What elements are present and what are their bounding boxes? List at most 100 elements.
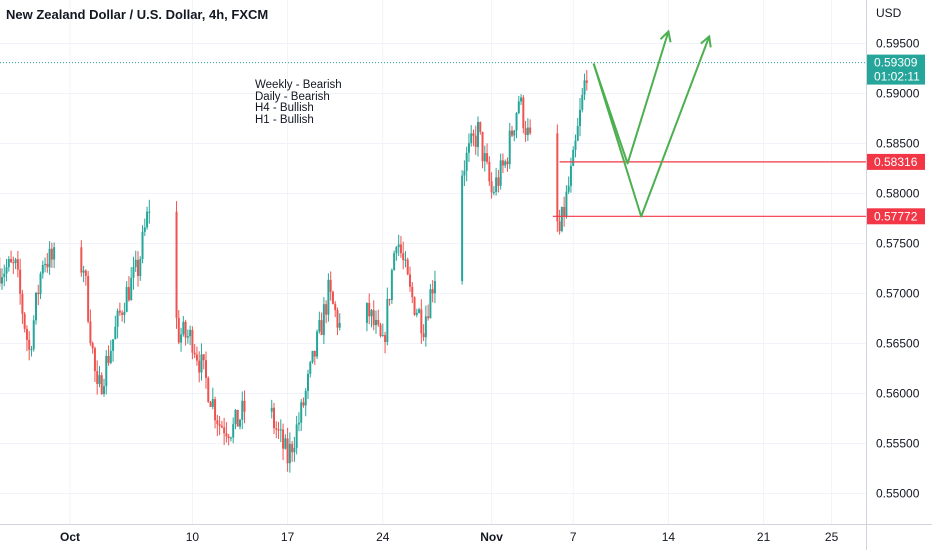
candle-body	[508, 130, 511, 165]
candle-body	[404, 259, 407, 261]
level-price-tag	[867, 153, 925, 170]
candle-body	[336, 310, 339, 328]
candle-body	[574, 140, 577, 150]
candle-body	[275, 428, 278, 430]
candle-body	[7, 258, 10, 268]
candle-body	[48, 248, 51, 268]
time-axis[interactable]: Oct 10 17 24 Nov 7 14 21 25	[0, 524, 932, 545]
candle-body	[529, 127, 532, 134]
candle-body	[481, 131, 484, 162]
candle-body	[558, 221, 561, 232]
candle-body	[325, 304, 328, 315]
note-h1: H1 - Bullish	[255, 113, 314, 126]
candle-body	[399, 244, 402, 254]
candle-body	[377, 320, 380, 325]
candle-body	[82, 270, 85, 273]
candle-body	[118, 310, 121, 313]
time-tick-label: Nov	[480, 530, 503, 544]
candle-body	[0, 268, 1, 284]
candle-body	[46, 263, 49, 268]
candle-body	[10, 258, 13, 263]
candle-body	[479, 122, 482, 132]
price-levels	[0, 62, 866, 217]
candle-body	[429, 289, 432, 319]
candle-body	[146, 211, 149, 228]
candle-body	[139, 259, 142, 277]
time-tick-label: 24	[376, 530, 390, 544]
chart-grid	[0, 0, 866, 524]
candle-body	[427, 316, 430, 319]
candle-body	[216, 420, 219, 425]
note-h4: H4 - Bullish	[255, 102, 314, 114]
candle-body	[205, 360, 207, 378]
projection-arrowhead	[659, 29, 672, 43]
candlestick-series	[0, 70, 588, 473]
candle-body	[279, 429, 282, 431]
projection-arrowhead	[700, 34, 712, 48]
candle-body	[184, 321, 187, 338]
candle-body	[492, 191, 495, 193]
candle-body	[220, 425, 223, 428]
candle-body	[239, 419, 241, 427]
candle-body	[87, 275, 90, 322]
candle-body	[103, 386, 105, 395]
candle-body	[411, 286, 414, 298]
time-tick-label: 17	[281, 530, 295, 544]
candle-body	[499, 160, 502, 186]
candle-body	[375, 320, 377, 326]
note-weekly: Weekly - Bearish	[255, 79, 342, 91]
current-price-label: 0.59309	[874, 56, 918, 70]
price-tick-label: 0.56000	[876, 387, 920, 401]
candle-body	[96, 371, 99, 384]
candle-body	[35, 292, 37, 321]
chart-title: New Zealand Dollar / U.S. Dollar, 4h, FX…	[6, 7, 269, 22]
countdown-label: 01:02:11	[874, 70, 920, 84]
candle-body	[524, 128, 527, 136]
time-tick-label: Oct	[60, 530, 80, 544]
candle-body	[415, 312, 418, 315]
candle-body	[214, 399, 217, 421]
candle-body	[84, 270, 87, 276]
candle-body	[89, 321, 92, 344]
candle-body	[420, 309, 423, 334]
bias-notes: Weekly - Bearish Daily - Bearish H4 - Bu…	[255, 79, 342, 126]
price-tick-label: 0.58000	[876, 187, 920, 201]
price-axis[interactable]: 0.59500 0.59000 0.58500 0.58000 0.57500 0.570…	[866, 0, 926, 550]
candle-body	[218, 424, 221, 426]
candle-body	[406, 259, 409, 275]
candle-body	[175, 211, 178, 318]
candle-body	[53, 247, 56, 260]
candle-body	[100, 375, 103, 395]
candle-body	[565, 191, 568, 216]
candle-body	[517, 101, 520, 114]
candle-body	[585, 80, 588, 83]
time-tick-label: 21	[757, 530, 771, 544]
candle-body	[191, 329, 194, 353]
candle-body	[384, 335, 387, 343]
candle-body	[207, 377, 210, 402]
candle-body	[123, 311, 126, 315]
candle-body	[116, 310, 119, 327]
candle-body	[189, 329, 192, 337]
candle-body	[461, 175, 464, 282]
candle-body	[418, 309, 421, 313]
currency-label: USD	[876, 6, 902, 20]
candle-body	[318, 320, 321, 332]
candle-body	[227, 436, 230, 439]
candle-body	[300, 402, 303, 423]
candle-body	[370, 310, 373, 317]
candle-body	[130, 277, 133, 301]
time-tick-label: 7	[570, 530, 577, 544]
candle-body	[107, 355, 110, 363]
candle-body	[501, 160, 504, 166]
candle-body	[393, 253, 396, 271]
candle-body	[515, 113, 518, 131]
candle-body	[229, 437, 232, 439]
candle-body	[295, 424, 298, 448]
price-tick-label: 0.59000	[876, 87, 920, 101]
candle-body	[282, 429, 285, 449]
candle-body	[44, 263, 47, 265]
candle-body	[522, 97, 525, 129]
current-price-tag	[867, 54, 925, 85]
